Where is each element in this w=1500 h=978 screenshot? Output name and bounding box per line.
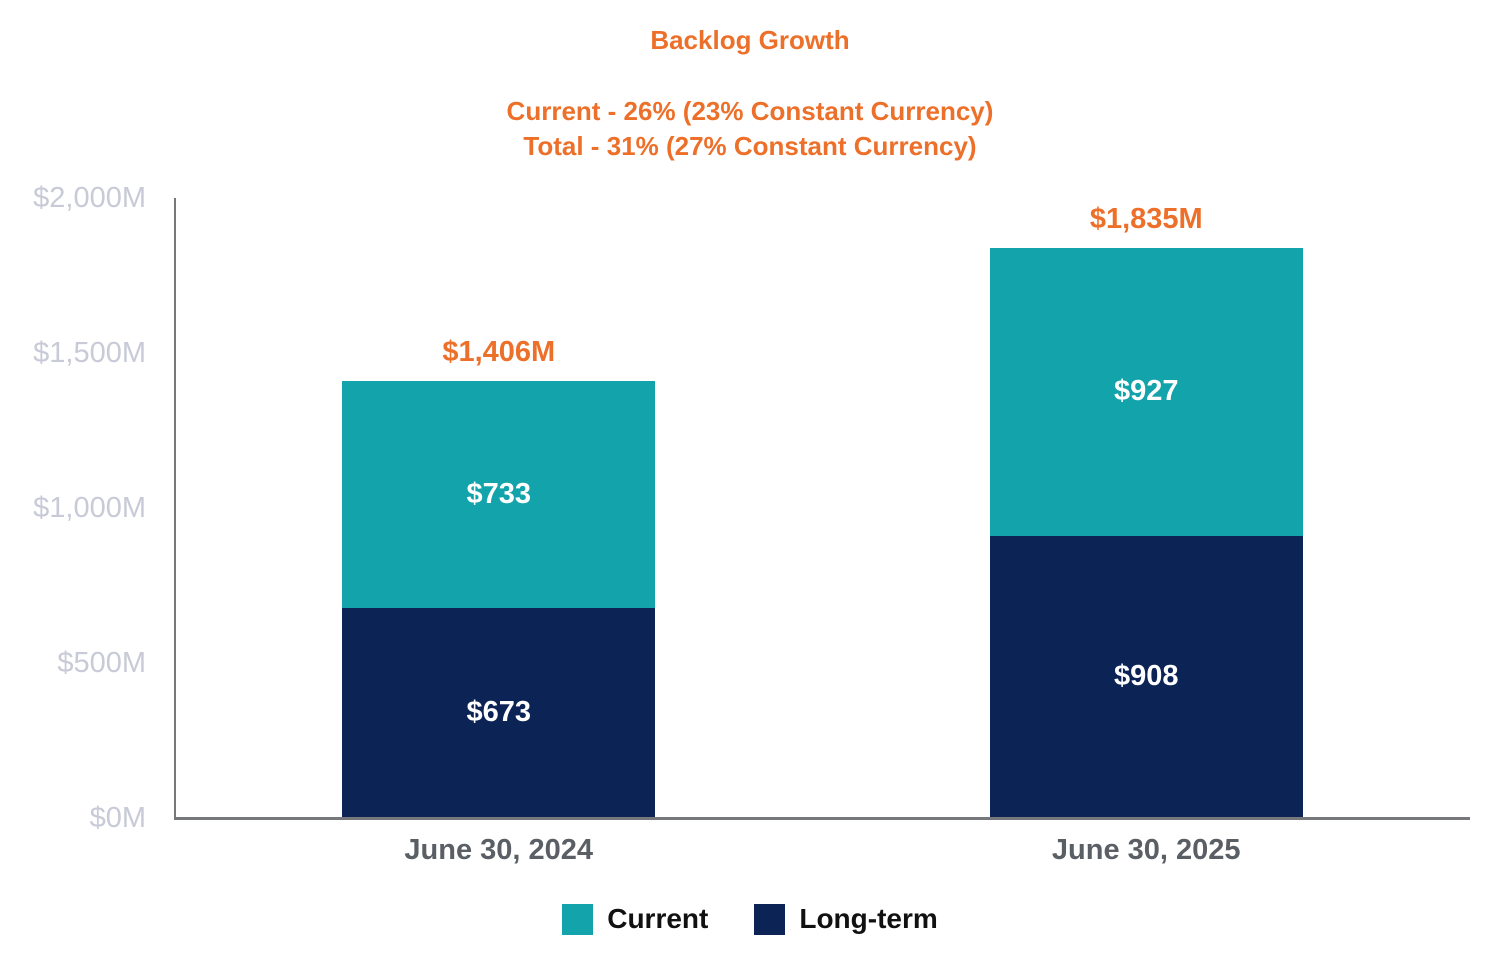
- bar-total-label: $1,406M: [442, 336, 556, 369]
- x-axis-line: [174, 817, 1470, 820]
- chart-subtitle-current: Current - 26% (23% Constant Currency): [506, 96, 994, 126]
- bar-segment-long-term: $908: [989, 535, 1303, 817]
- bar-segment-value-label: $733: [466, 478, 531, 511]
- y-axis-tick-label: $0M: [89, 802, 146, 834]
- bar-segment-long-term: $673: [342, 608, 656, 817]
- chart-title: Backlog Growth: [650, 25, 850, 55]
- legend: Current Long-term: [0, 903, 1500, 935]
- y-axis-line: [174, 198, 176, 818]
- bar-total-label: $1,835M: [1089, 203, 1203, 236]
- x-axis-category-label: June 30, 2025: [1051, 834, 1241, 866]
- legend-item-long-term: Long-term: [754, 903, 938, 935]
- legend-item-current: Current: [562, 903, 708, 935]
- bar-segment-current: $733: [342, 381, 656, 609]
- y-axis-tick-label: $1,000M: [33, 492, 146, 524]
- legend-swatch: [562, 903, 594, 935]
- y-axis-tick-label: $1,500M: [33, 337, 146, 369]
- bar-segment-current: $927: [989, 248, 1303, 536]
- y-axis-tick-label: $500M: [57, 647, 146, 679]
- legend-label: Current: [607, 903, 709, 934]
- legend-label: Long-term: [799, 903, 938, 934]
- bar-segment-value-label: $908: [1113, 659, 1179, 692]
- bar-segment-value-label: $927: [1113, 375, 1179, 408]
- chart-subtitle-total: Total - 31% (27% Constant Currency): [523, 131, 977, 161]
- bar-segment-value-label: $673: [466, 696, 531, 729]
- y-axis-tick-label: $2,000M: [33, 182, 146, 214]
- legend-swatch: [754, 903, 786, 935]
- x-axis-category-label: June 30, 2024: [404, 834, 594, 866]
